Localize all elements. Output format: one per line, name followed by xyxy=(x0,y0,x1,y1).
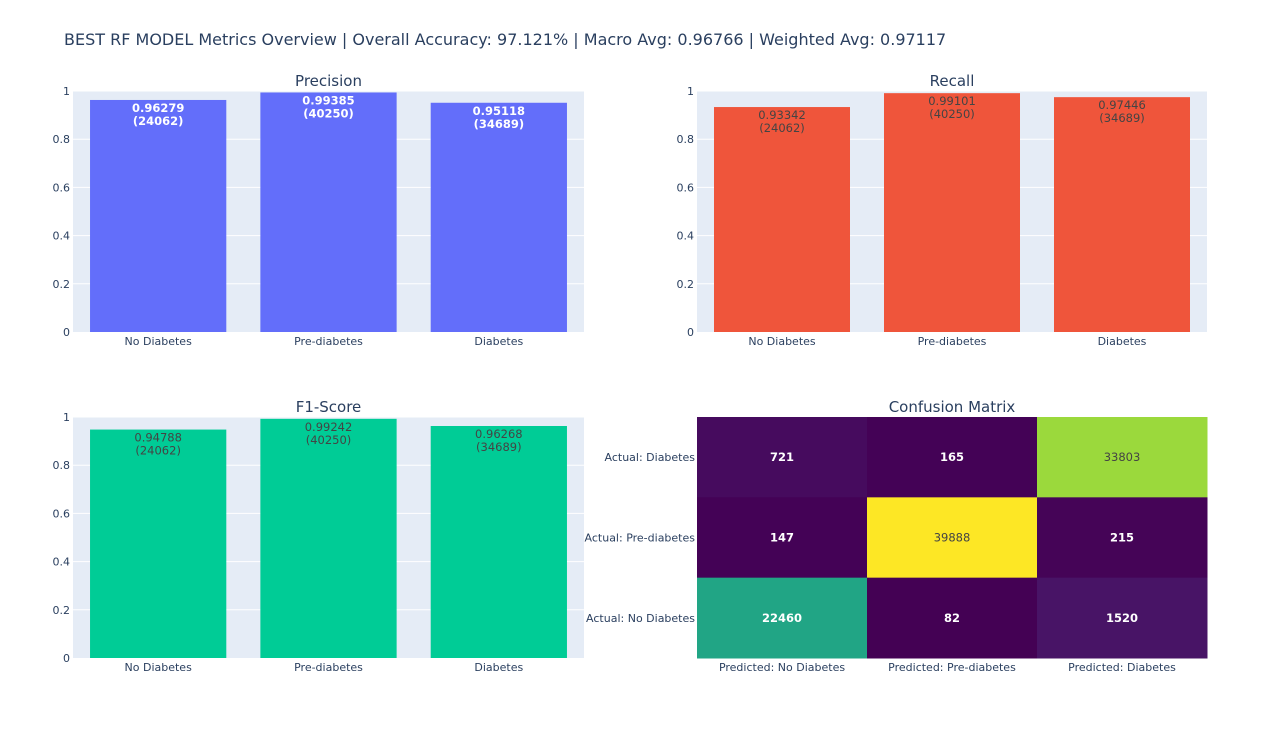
y-tick-label: 0 xyxy=(63,326,70,339)
heatmap-value-label: 33803 xyxy=(1104,450,1141,464)
x-tick-label: Diabetes xyxy=(474,335,523,348)
y-tick-label: 0.8 xyxy=(53,459,71,472)
bar xyxy=(430,425,567,658)
heatmap-value-label: 721 xyxy=(770,450,794,464)
bar xyxy=(260,418,397,658)
heatmap-cell xyxy=(867,497,1038,579)
bar xyxy=(90,429,227,658)
subplot-title: Precision xyxy=(295,72,362,90)
x-tick-label: Predicted: Diabetes xyxy=(1068,661,1176,674)
y-tick-label: 0.8 xyxy=(677,133,695,146)
recall-chart: 0 0.2 0.4 0.6 0.8 1 0.93342 (24062) No Diabetes 0… xyxy=(677,72,1207,348)
heatmap-cell xyxy=(1037,577,1208,659)
y-tick-label: 1 xyxy=(63,411,70,424)
y-tick-label: Actual: Pre-diabetes xyxy=(585,532,696,545)
heatmap-cell xyxy=(697,497,868,579)
heatmap-value-label: 147 xyxy=(770,531,794,545)
heatmap-value-label: 1520 xyxy=(1106,611,1138,625)
y-tick-label: 0 xyxy=(63,652,70,665)
bar xyxy=(430,102,567,332)
bar-data-label: 0.99385 (40250) xyxy=(302,93,354,120)
bar-data-label: 0.94788 (24062) xyxy=(134,431,182,458)
bar-data-label: 0.95118 (34689) xyxy=(473,104,525,131)
y-tick-label: 0.2 xyxy=(53,604,71,617)
x-tick-label: No Diabetes xyxy=(748,335,816,348)
heatmap-cell xyxy=(1037,497,1208,579)
x-tick-label: Predicted: No Diabetes xyxy=(719,661,845,674)
y-tick-label: 0.6 xyxy=(53,507,71,520)
bar-data-label: 0.93342 (24062) xyxy=(758,108,806,135)
y-tick-label: 0.4 xyxy=(53,230,71,243)
subplot-title: Confusion Matrix xyxy=(889,398,1016,416)
heatmap-value-label: 82 xyxy=(944,611,960,625)
bar-data-label: 0.96268 (34689) xyxy=(475,427,523,454)
x-tick-label: No Diabetes xyxy=(125,335,193,348)
x-tick-label: Diabetes xyxy=(474,661,523,674)
x-tick-label: Diabetes xyxy=(1098,335,1147,348)
heatmap-value-label: 22460 xyxy=(762,611,802,625)
heatmap-cell xyxy=(1037,417,1208,498)
bar-data-label: 0.96279 (24062) xyxy=(132,101,184,128)
y-tick-label: 0.2 xyxy=(677,278,695,291)
y-tick-label: 0.4 xyxy=(53,556,71,569)
heatmap-value-label: 165 xyxy=(940,450,964,464)
heatmap-cell xyxy=(867,417,1038,498)
y-tick-label: 0.6 xyxy=(53,181,71,194)
heatmap-cell xyxy=(697,577,868,659)
confusion-matrix-heatmap: 721 165 33803 147 39888 215 22460 82 1520 Actual:… xyxy=(585,398,1208,674)
subplot-title: Recall xyxy=(930,72,975,90)
y-tick-label: Actual: Diabetes xyxy=(605,451,696,464)
bar-data-label: 0.97446 (34689) xyxy=(1098,98,1146,125)
heatmap-cell xyxy=(697,417,868,498)
bar xyxy=(260,92,397,332)
x-tick-label: Pre-diabetes xyxy=(294,335,363,348)
x-tick-label: Pre-diabetes xyxy=(294,661,363,674)
subplot-title: F1-Score xyxy=(296,398,362,416)
bar xyxy=(884,93,1020,332)
x-tick-label: Pre-diabetes xyxy=(918,335,987,348)
heatmap-value-label: 39888 xyxy=(934,531,971,545)
x-tick-label: No Diabetes xyxy=(125,661,193,674)
y-tick-label: 0.2 xyxy=(53,278,71,291)
x-tick-label: Predicted: Pre-diabetes xyxy=(888,661,1016,674)
bar-data-label: 0.99101 (40250) xyxy=(928,94,976,121)
f1-score-chart: 0 0.2 0.4 0.6 0.8 1 0.94788 (24062) No Diabetes 0… xyxy=(53,398,584,674)
y-tick-label: Actual: No Diabetes xyxy=(586,612,695,625)
y-tick-label: 0 xyxy=(687,326,694,339)
page-title: BEST RF MODEL Metrics Overview | Overall… xyxy=(64,30,947,49)
y-tick-label: 0.6 xyxy=(677,181,695,194)
y-tick-label: 0.8 xyxy=(53,133,71,146)
heatmap-value-label: 215 xyxy=(1110,531,1134,545)
precision-chart: 0 0.2 0.4 0.6 0.8 1 0.96279 (24062) No Diabetes 0… xyxy=(53,72,584,348)
y-tick-label: 1 xyxy=(687,85,694,98)
bar xyxy=(714,107,850,332)
bar-data-label: 0.99242 (40250) xyxy=(305,420,353,447)
heatmap-cell xyxy=(867,577,1038,659)
bar xyxy=(90,99,227,332)
y-tick-label: 1 xyxy=(63,85,70,98)
y-tick-label: 0.4 xyxy=(677,230,695,243)
bar xyxy=(1054,97,1190,332)
